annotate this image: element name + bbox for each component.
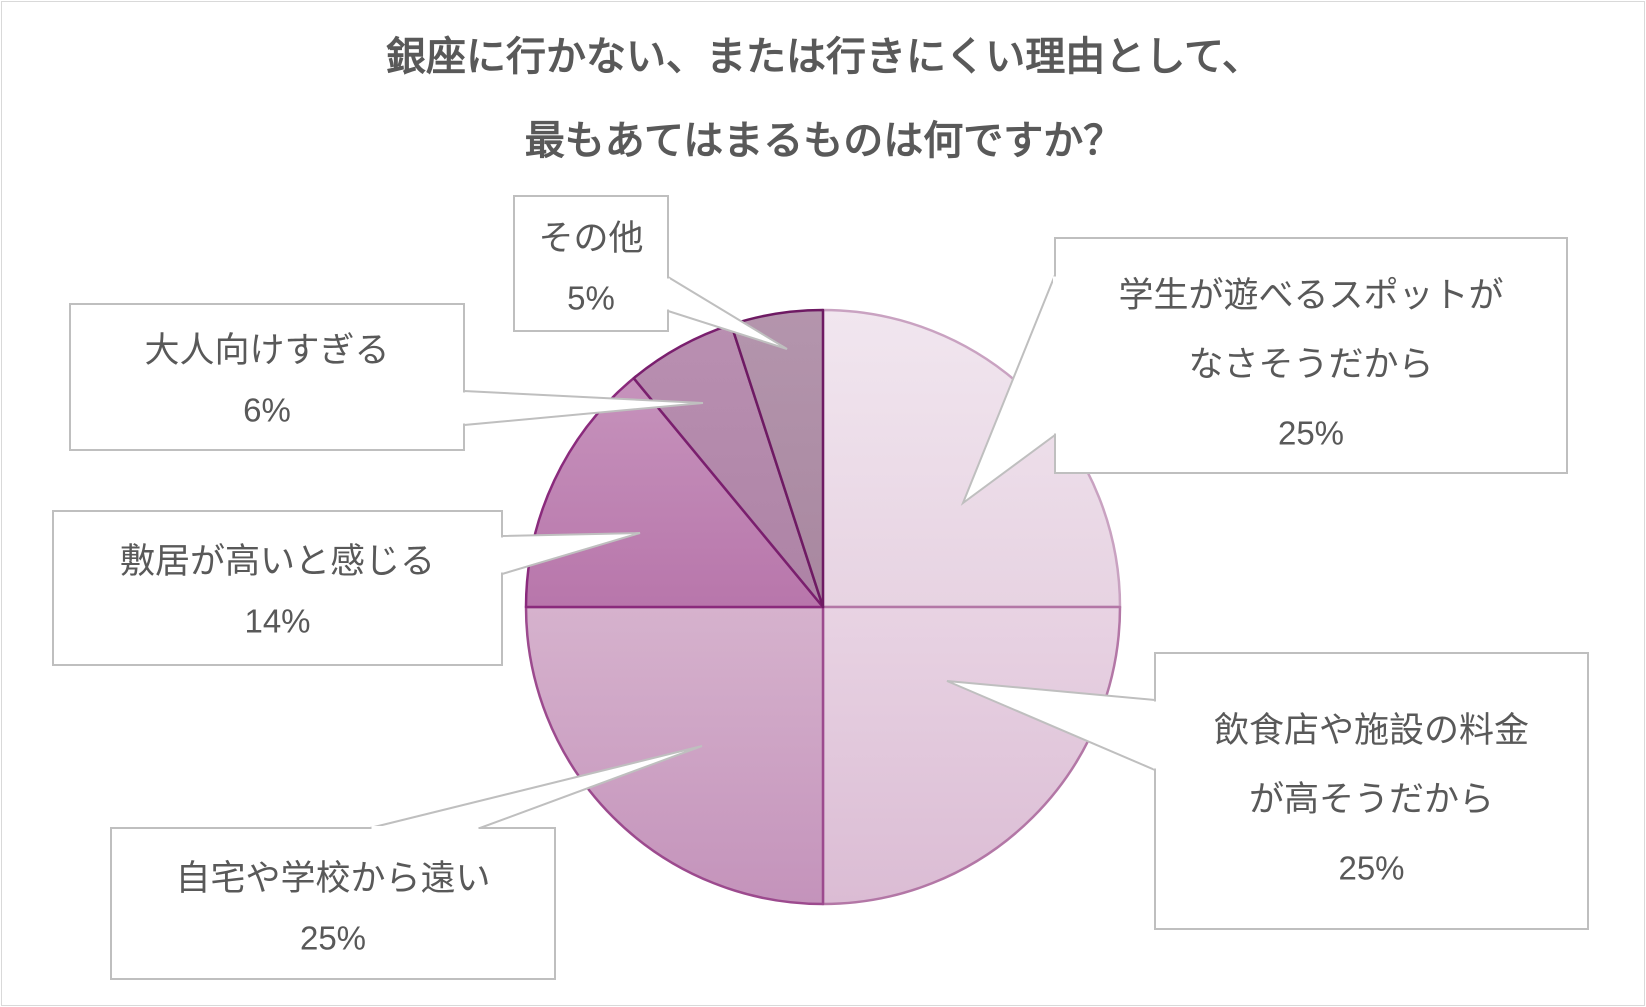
callout-2: 自宅や学校から遠い 25% [110,745,703,980]
slice-label-2-line-0: 自宅や学校から遠い [175,859,490,899]
slice-label-1-line-0: 飲食店や施設の料金 [1214,711,1529,751]
slice-label-0-line-1: なさそうだから [1188,345,1433,385]
slice-label-0-line-0: 学生が遊べるスポットが [1118,276,1503,316]
callout-4: 大人向けすぎる 6% [69,303,704,451]
slice-value-label-4: 6% [243,392,291,429]
slice-value-label-2: 25% [300,920,366,957]
callout-box-3 [52,510,503,666]
pie-slice-3 [524,376,825,609]
slice-label-4-line-0: 大人向けすぎる [144,331,389,371]
slice-label-1-line-1: が高そうだから [1249,780,1494,820]
slice-value-label-3: 14% [244,603,310,640]
callout-5: その他 5% [513,195,788,350]
callout-box-4 [69,303,465,451]
callout-box-2 [110,827,556,980]
slice-label-3-line-0: 敷居が高いと感じる [120,542,435,582]
chart-title-line-2: 最もあてはまるものは何ですか？ [524,118,1124,164]
chart-title-line-1: 銀座に行かない、または行きにくい理由として、 [386,34,1262,80]
callout-box-1 [1154,652,1589,930]
callout-box-0 [1054,237,1568,474]
slice-label-5-line-0: その他 [538,219,643,259]
slice-value-label-0: 25% [1278,415,1344,452]
slice-value-label-5: 5% [567,280,615,317]
callout-3: 敷居が高いと感じる 14% [52,510,641,666]
slice-value-label-1: 25% [1338,850,1404,887]
pie-slice-1 [821,605,1122,906]
callout-box-5 [513,195,669,332]
pie-slices [524,308,1122,906]
